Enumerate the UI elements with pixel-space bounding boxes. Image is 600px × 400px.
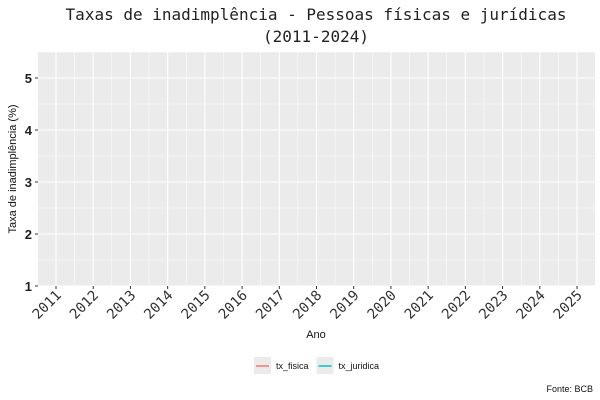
y-axis-title: Taxa de inadimplência (%): [7, 104, 19, 233]
x-tick-label: 2016: [216, 288, 251, 323]
y-tick-label: 2: [25, 227, 32, 242]
x-tick-label: 2024: [513, 288, 548, 323]
chart-title: Taxas de inadimplência - Pessoas físicas…: [66, 5, 567, 24]
y-tick-label: 1: [25, 279, 32, 294]
x-tick-label: 2020: [365, 288, 400, 323]
chart-subtitle: (2011-2024): [263, 27, 369, 46]
x-tick-label: 2015: [179, 288, 214, 323]
x-tick-label: 2025: [551, 288, 586, 323]
legend: tx_fisica tx_juridica: [254, 357, 379, 374]
x-tick-label: 2021: [402, 288, 437, 323]
caption-source: Fonte: BCB: [546, 384, 593, 394]
y-axis: 1 2 3 4 5: [25, 71, 38, 294]
y-tick-label: 5: [25, 71, 32, 86]
x-axis-title: Ano: [306, 329, 326, 341]
y-tick-label: 3: [25, 175, 32, 190]
x-tick-label: 2019: [327, 288, 362, 323]
x-tick-label: 2012: [67, 288, 102, 323]
x-axis: 2011 2012 2013 2014 2015 2016 2017 2018 2019 2020…: [30, 286, 586, 323]
x-tick-label: 2017: [253, 288, 288, 323]
x-tick-label: 2013: [104, 288, 139, 323]
x-tick-label: 2014: [141, 288, 176, 323]
x-tick-label: 2011: [30, 288, 65, 323]
x-tick-label: 2023: [476, 288, 511, 323]
legend-label: tx_juridica: [339, 361, 380, 371]
x-tick-label: 2018: [290, 288, 325, 323]
x-tick-label: 2022: [439, 288, 474, 323]
y-tick-label: 4: [25, 123, 33, 138]
legend-label: tx_fisica: [276, 361, 309, 371]
